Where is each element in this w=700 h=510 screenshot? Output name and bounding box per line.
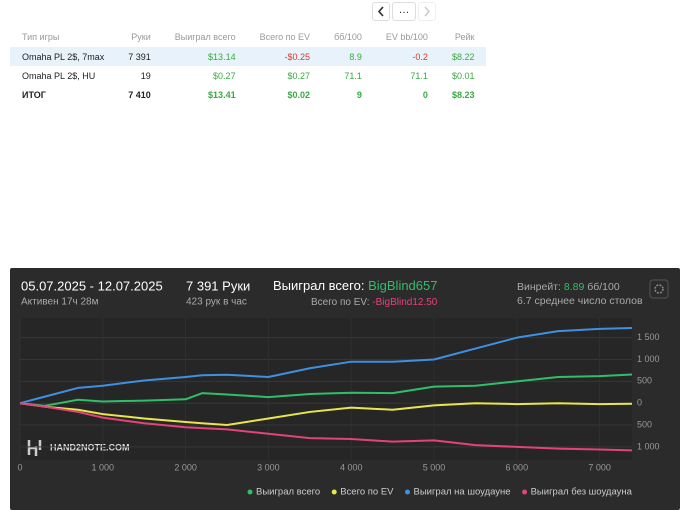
ev-total: Всего по EV: -BigBlind12.50 (311, 297, 438, 308)
x-tick-label: 4 000 (340, 462, 363, 472)
logo-icon (27, 440, 42, 456)
legend-label: Выиграл на шоудауне (414, 487, 511, 498)
table-cell: 7 391 (128, 51, 151, 62)
table-cell: Omaha PL 2$, 7max (22, 51, 105, 62)
table-cell: Omaha PL 2$, HU (22, 70, 96, 81)
hands-per-hour: 423 рук в час (186, 297, 247, 308)
x-tick-label: 6 000 (506, 462, 529, 472)
table-cell: 8.9 (349, 51, 362, 62)
table-cell: 71.1 (410, 70, 428, 81)
column-header: EV bb/100 (385, 32, 428, 42)
series-line (19, 373, 633, 407)
legend-marker (331, 489, 337, 495)
prev-icon (377, 6, 384, 17)
settings-button[interactable] (649, 279, 669, 299)
winrate-value: 8.89 (564, 281, 585, 293)
won-total: Выиграл всего: BigBlind657 (273, 278, 437, 293)
table-cell: $8.23 (451, 89, 475, 100)
stats-table: Тип игры Руки Выиграл всего Всего по EV бб/1… (10, 27, 487, 104)
y-tick-label: 1 000 (637, 441, 660, 451)
prev-button[interactable] (372, 2, 390, 21)
table-cell: -$0.25 (284, 51, 311, 62)
table-cell: $0.01 (451, 70, 475, 81)
legend-marker (405, 489, 410, 495)
table-cell: $0.27 (213, 70, 236, 81)
y-tick-label: 500 (637, 419, 652, 429)
more-button[interactable]: … (392, 2, 416, 21)
column-header: Тип игры (22, 32, 60, 42)
table-cell: ИТОГ (22, 89, 46, 100)
ev-value: -BigBlind12.50 (372, 297, 437, 308)
column-header: бб/100 (334, 32, 362, 42)
y-tick-label: 0 (637, 398, 642, 408)
table-row: Omaha PL 2$, HU 19 $0.27 $0.27 71.1 71.1 $0.01 (10, 66, 486, 85)
next-button[interactable] (418, 2, 436, 21)
won-label: Выиграл всего: (273, 278, 364, 293)
legend-label: Выиграл без шоудауна (531, 487, 633, 498)
table-row: ИТОГ 7 410 $13.41 $0.02 9 0 $8.23 (10, 85, 486, 104)
column-header: Рейк (454, 32, 475, 42)
table-cell: 9 (356, 89, 362, 100)
x-tick-label: 7 000 (588, 462, 611, 472)
header-row: Тип игры Руки Выиграл всего Всего по EV бб/1… (10, 27, 486, 47)
legend-label: Выиграл всего (256, 487, 320, 498)
x-tick-label: 0 (17, 462, 22, 472)
next-icon (424, 6, 431, 17)
hands: 7 391 Руки (186, 278, 250, 293)
won-value: BigBlind657 (368, 278, 437, 293)
table-cell: 7 410 (128, 89, 151, 100)
series-line (19, 327, 633, 405)
winrate-unit: бб/100 (587, 281, 620, 293)
table-cell: $0.27 (287, 70, 311, 81)
legend-marker (522, 489, 528, 495)
x-tick-label: 5 000 (423, 462, 446, 472)
legend-marker (247, 489, 253, 495)
table-row: Omaha PL 2$, 7max 7 391 $13.14 -$0.25 8.9 -0.… (10, 47, 487, 66)
x-tick-label: 1 000 (92, 462, 115, 472)
winrate-label: Винрейт: (517, 281, 561, 293)
x-tick-label: 3 000 (257, 462, 280, 472)
active-time: Активен 17ч 28м (21, 297, 99, 308)
table-cell: 0 (422, 89, 428, 100)
settings-icon (654, 284, 664, 294)
column-header: Всего по EV (259, 32, 311, 42)
table-cell: $13.14 (208, 51, 236, 62)
table-cell: $0.02 (287, 89, 311, 100)
ev-label: Всего по EV: (311, 297, 370, 308)
y-tick-label: 1 000 (637, 354, 660, 364)
y-tick-label: 1 500 (637, 332, 660, 342)
series-line (19, 402, 633, 452)
dates: 05.07.2025 - 12.07.2025 (21, 278, 163, 293)
legend-label: Всего по EV (340, 487, 394, 498)
avg-tables: 6.7 среднее число столов (517, 295, 643, 307)
table-cell: 71.1 (344, 70, 362, 81)
table-cell: $8.22 (451, 51, 475, 62)
table-cell: $13.41 (208, 89, 236, 100)
series-line (19, 402, 633, 427)
settings-box (649, 279, 669, 299)
column-header: Выиграл всего (174, 32, 236, 42)
y-tick-label: 500 (637, 376, 652, 386)
table-cell: -0.2 (412, 51, 428, 62)
column-header: Руки (131, 32, 151, 42)
x-tick-label: 2 000 (174, 462, 197, 472)
table-cell: 19 (140, 70, 151, 81)
winrate: Винрейт: 8.89 бб/100 (517, 281, 620, 293)
plot-area (20, 318, 632, 460)
